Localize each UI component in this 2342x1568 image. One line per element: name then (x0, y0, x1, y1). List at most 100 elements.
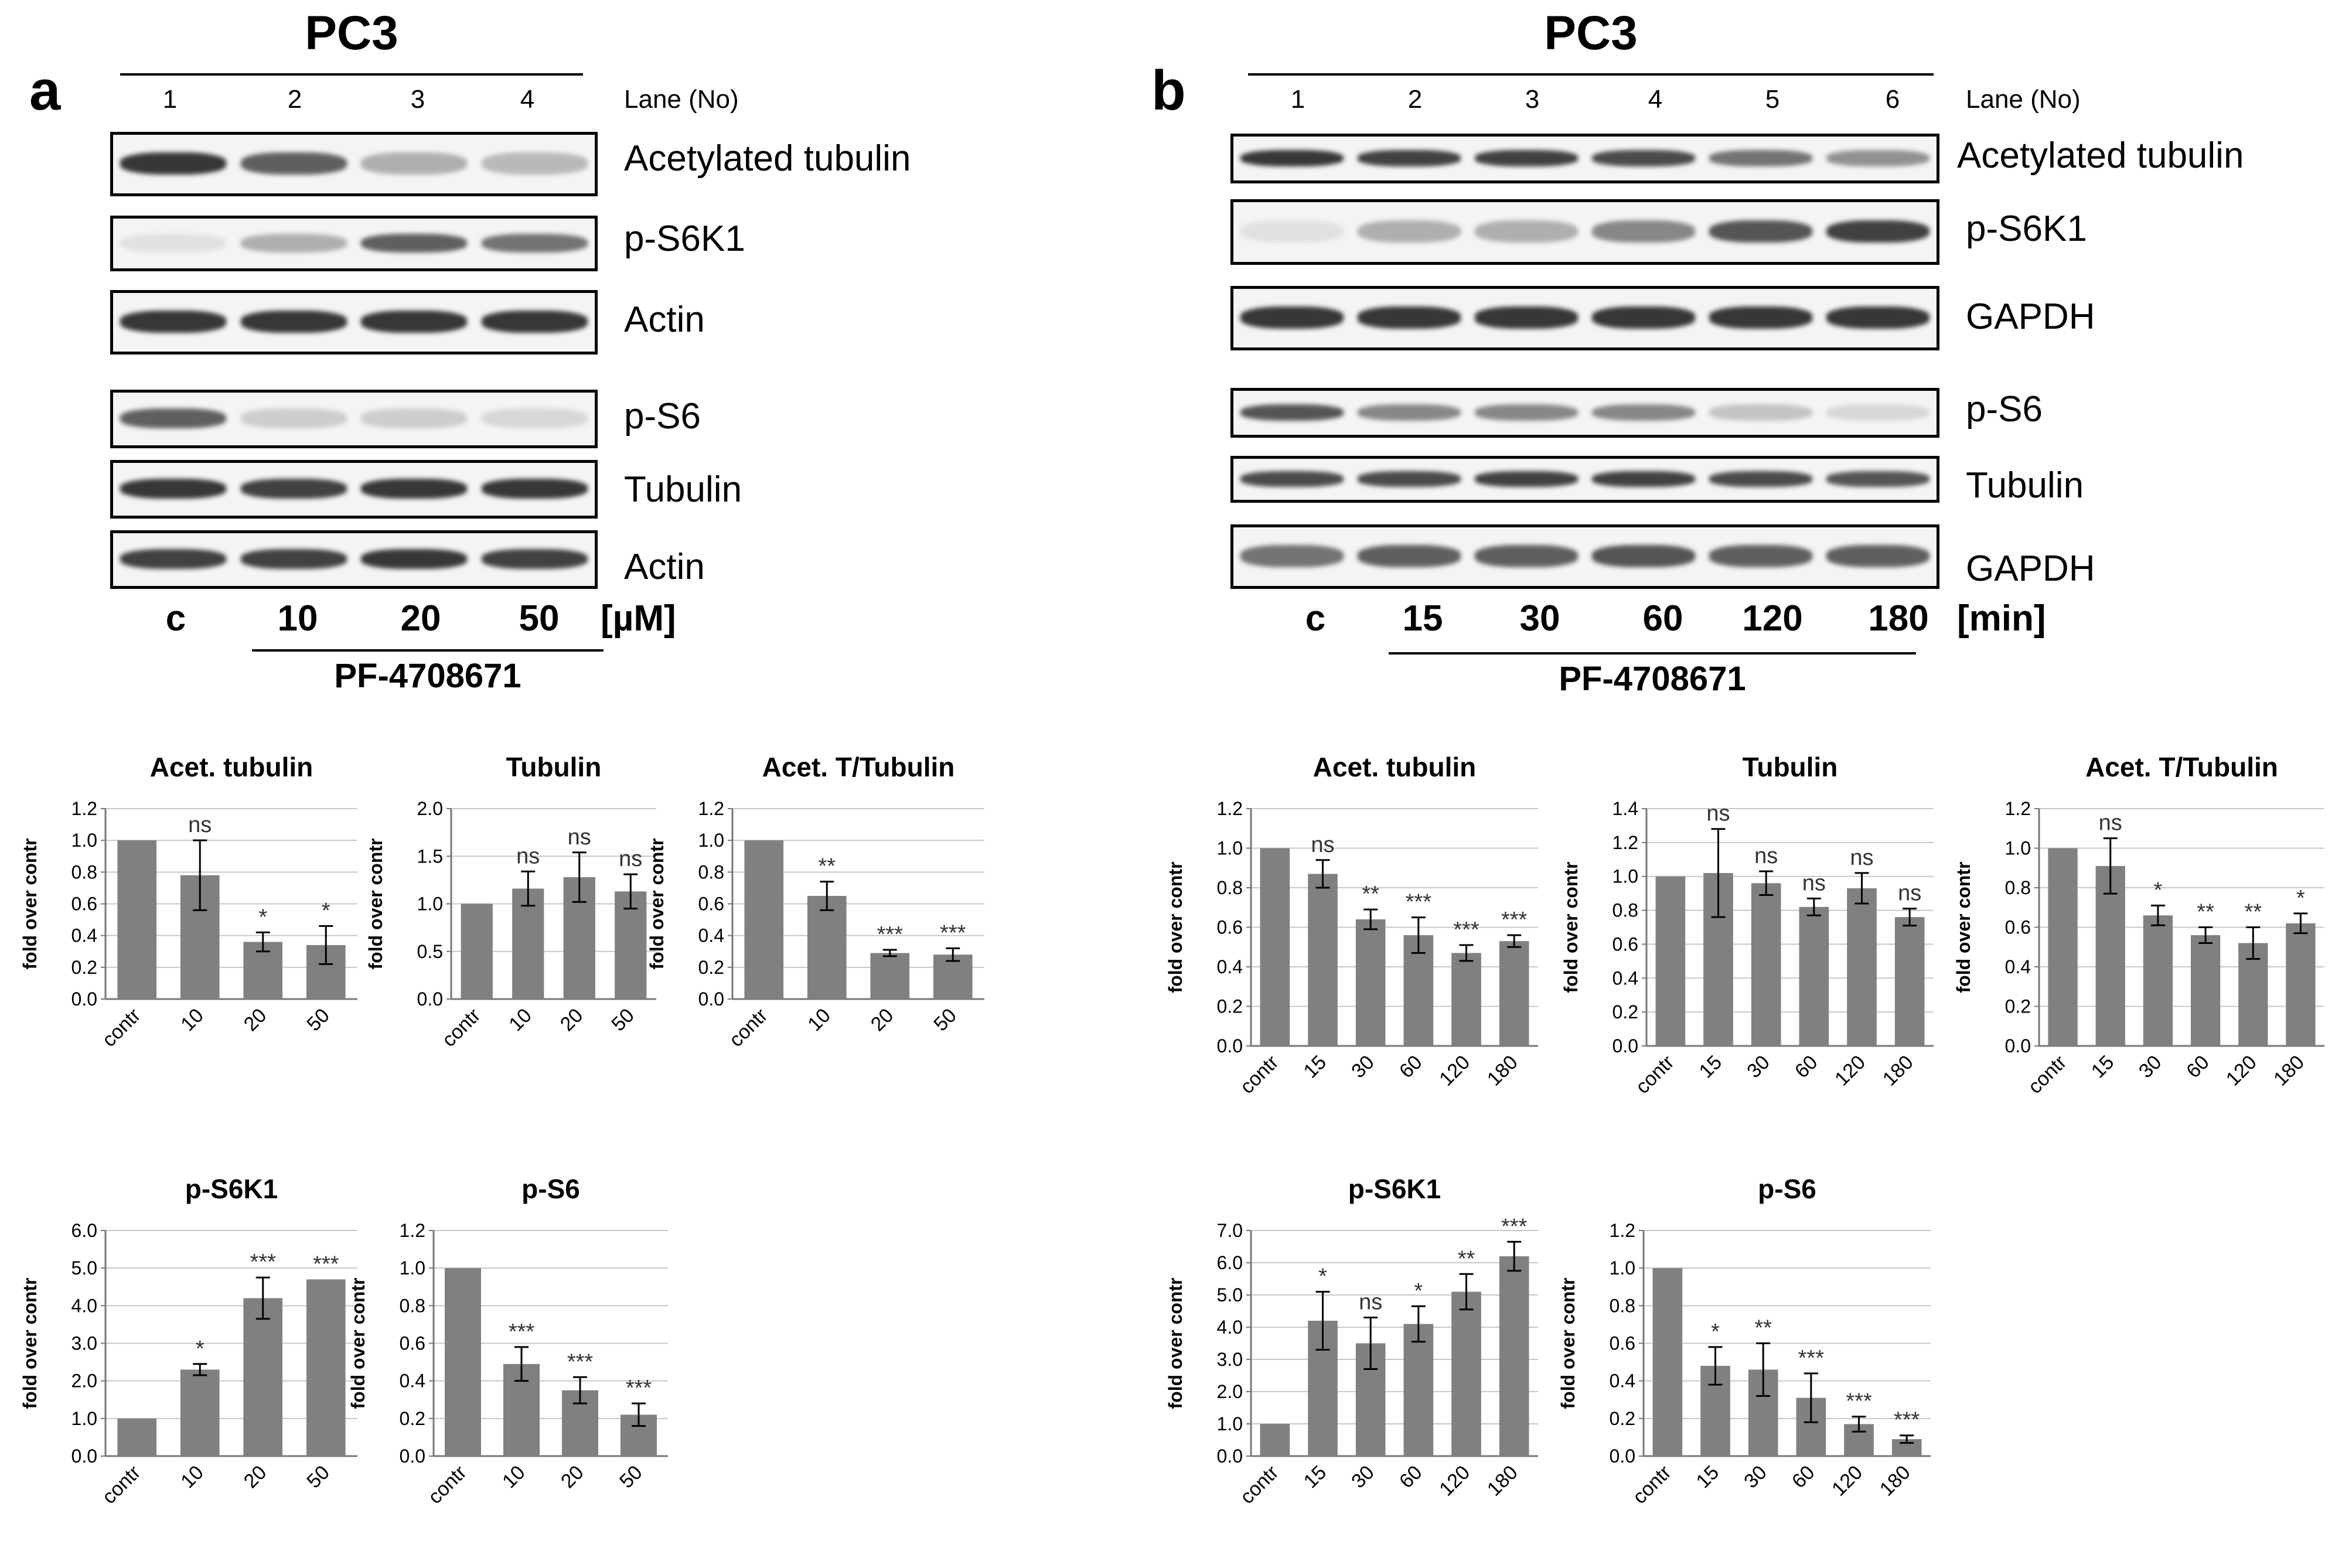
bar (1847, 888, 1877, 1046)
blot-band (1826, 404, 1929, 421)
x-tick-label: 120 (2222, 1051, 2261, 1090)
y-axis-label: fold over contr (646, 838, 667, 969)
y-tick-label: 0.0 (698, 988, 724, 1010)
bar (2095, 865, 2125, 1046)
condition-label: 120 (1742, 598, 1803, 639)
unit-label: [µM] (601, 598, 676, 639)
lane-number: 4 (520, 85, 535, 114)
blot-band (1475, 471, 1578, 487)
bar (744, 840, 784, 999)
blot-band (1592, 404, 1695, 421)
y-tick-label: 0.2 (400, 1408, 425, 1429)
chart-title: p-S6 (1758, 1174, 1816, 1204)
chart-title: Acet. tubulin (1313, 752, 1477, 782)
x-tick-label: 120 (1435, 1051, 1474, 1090)
y-tick-label: 0.8 (400, 1295, 425, 1316)
significance-label: ns (1706, 802, 1730, 826)
blot-band (120, 311, 227, 333)
y-tick-label: 6.0 (71, 1220, 97, 1241)
bar (1799, 906, 1829, 1046)
bar (1355, 919, 1386, 1046)
blot-label: Tubulin (624, 469, 742, 510)
blot-band (1358, 149, 1461, 166)
x-tick-label: 50 (302, 1004, 334, 1036)
significance-label: * (2154, 878, 2163, 902)
y-tick-label: 1.2 (698, 798, 724, 819)
x-tick-label: 20 (240, 1461, 271, 1493)
chart-title: Tubulin (1743, 752, 1838, 782)
bar (1652, 1268, 1683, 1456)
x-tick-label: contr (1236, 1051, 1283, 1098)
chart-title: p-S6K1 (1348, 1174, 1441, 1204)
treatment-line (1389, 652, 1916, 655)
panel-a-title-line (120, 73, 583, 76)
significance-label: *** (626, 1376, 652, 1400)
chart-title: Acet. T/Tubulin (2085, 752, 2278, 782)
y-tick-label: 2.0 (1217, 1381, 1243, 1402)
chart-title: p-S6 (521, 1174, 580, 1204)
x-tick-label: 60 (1395, 1051, 1427, 1083)
blot-band (1358, 471, 1461, 487)
y-tick-label: 0.6 (1610, 1333, 1635, 1354)
panel-b-title-line (1248, 73, 1934, 76)
condition-label: c (165, 598, 186, 639)
condition-label: 20 (400, 598, 441, 639)
bar (1403, 1324, 1434, 1456)
blot-band (1240, 306, 1344, 329)
lane-number: 3 (1525, 85, 1540, 114)
significance-label: *** (1798, 1346, 1825, 1371)
y-axis-label: fold over contr (19, 838, 40, 969)
significance-label: ** (1362, 882, 1379, 906)
blot-band (1240, 220, 1344, 243)
blot-band (240, 479, 347, 499)
significance-label: ns (516, 844, 540, 868)
y-tick-label: 1.0 (2005, 838, 2031, 859)
y-tick-label: 0.2 (1610, 1408, 1635, 1429)
y-tick-label: 0.5 (417, 941, 443, 962)
y-tick-label: 0.6 (698, 894, 724, 915)
chart-a3: Acet. T/Tubulin fold over contr 0.0 0.2 0.4 0… (646, 752, 984, 1051)
significance-label: ns (619, 847, 642, 871)
blot-band (1709, 306, 1812, 329)
y-tick-label: 0.6 (400, 1333, 425, 1354)
x-tick-label: contr (2024, 1051, 2071, 1098)
y-tick-label: 0.2 (2005, 996, 2031, 1017)
y-tick-label: 0.0 (71, 988, 97, 1010)
blot-band (1358, 306, 1461, 329)
y-tick-label: 0.0 (1217, 1446, 1243, 1467)
blot-band (481, 479, 588, 499)
chart-b3: Acet. T/Tubulin fold over contr 0.0 0.2 0.4 0… (1953, 752, 2324, 1098)
bar (180, 1369, 220, 1456)
significance-label: ns (1898, 881, 1921, 906)
lane-number: 4 (1648, 85, 1663, 114)
blot-band (481, 152, 588, 175)
y-tick-label: 0.2 (71, 957, 97, 978)
y-tick-label: 0.4 (400, 1371, 425, 1392)
significance-label: ns (1802, 871, 1826, 895)
blot-b-4 (1230, 456, 1939, 503)
x-tick-label: contr (1631, 1051, 1678, 1098)
panel-letter-b: b (1151, 59, 1186, 122)
significance-label: * (1318, 1264, 1327, 1289)
y-tick-label: 0.6 (71, 894, 97, 915)
bar (445, 1268, 481, 1456)
blot-label: Tubulin (1966, 465, 2084, 506)
blot-band (1240, 471, 1344, 487)
y-tick-label: 0.4 (1613, 967, 1638, 988)
blot-band (1826, 306, 1929, 329)
chart-title: Acet. T/Tubulin (762, 752, 955, 782)
x-tick-label: 15 (2087, 1051, 2119, 1083)
y-axis-label: fold over contr (1165, 861, 1186, 993)
y-tick-label: 0.0 (1613, 1035, 1638, 1056)
blot-band (361, 233, 468, 253)
y-tick-label: 1.0 (698, 830, 724, 851)
bar (512, 888, 544, 999)
panel-a-title: PC3 (305, 6, 398, 60)
x-tick-label: contr (438, 1004, 485, 1051)
blot-band (1826, 220, 1929, 243)
y-axis-label: fold over contr (1560, 861, 1581, 993)
blot-label: GAPDH (1966, 296, 2095, 337)
bar (2238, 943, 2268, 1046)
bar (1751, 883, 1781, 1046)
y-axis-label: fold over contr (19, 1277, 40, 1409)
